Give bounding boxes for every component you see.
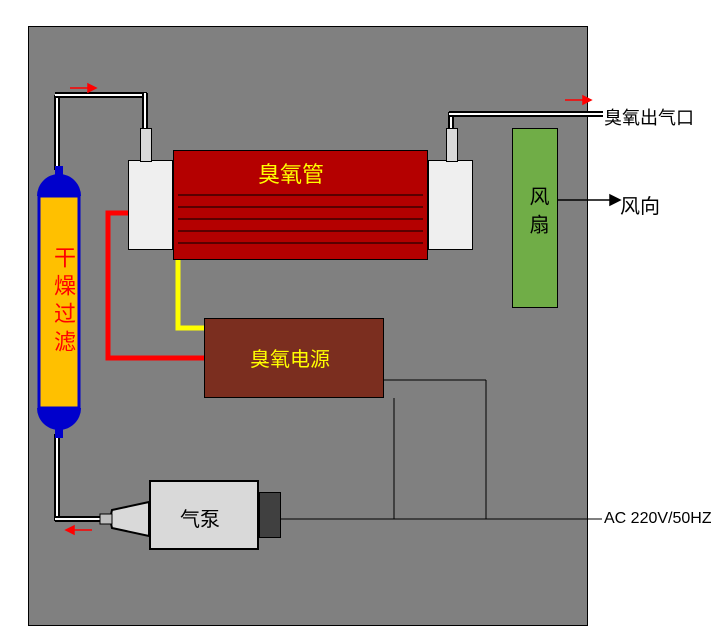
air-pump-motor [259,492,281,538]
air-pump-label: 气泵 [180,503,220,532]
wind-direction-label: 风向 [620,190,660,219]
ozone-psu-label: 臭氧电源 [250,343,330,372]
ozone-tube-right-cap [428,160,473,250]
ozone-tube-left-port [140,128,152,162]
ozone-outlet-label: 臭氧出气口 [604,104,694,130]
fan-label: 风扇 [523,186,552,242]
diagram-canvas: 干燥过滤 臭氧管 臭氧电源 风扇 气泵 臭氧出气口 风向 AC 220V/50H… [0,0,711,642]
dry-filter-label: 干燥过滤 [47,246,79,358]
ac-power-label: AC 220V/50HZ [604,510,711,528]
ozone-tube-right-port [446,128,458,162]
ozone-tube-left-cap [128,160,173,250]
ozone-tube-label: 臭氧管 [258,157,324,189]
